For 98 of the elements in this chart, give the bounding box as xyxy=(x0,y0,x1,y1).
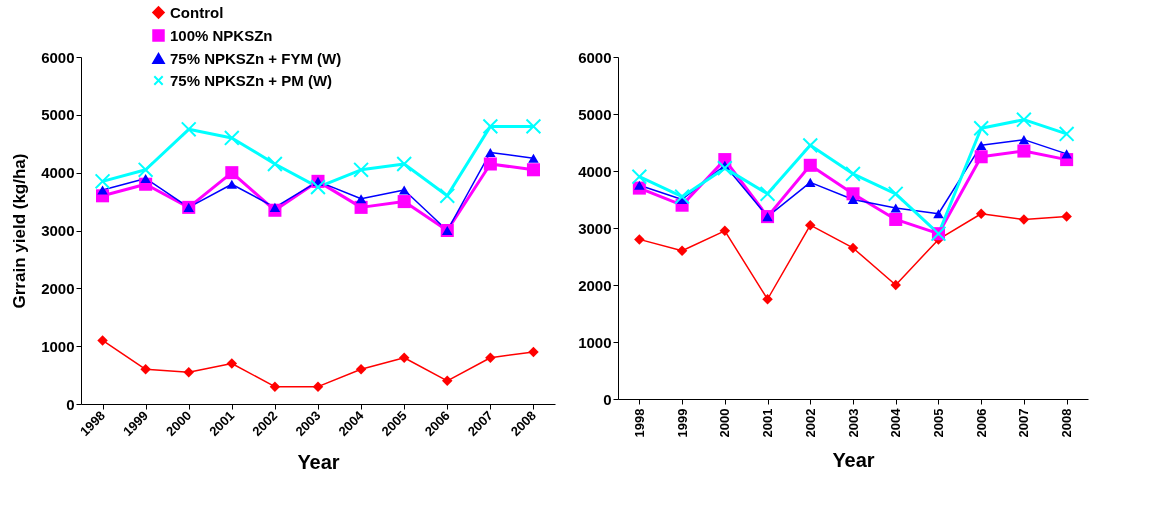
y-tick-label: 3000 xyxy=(578,219,612,237)
y-tick-label: 0 xyxy=(66,395,75,413)
point xyxy=(975,208,987,219)
point xyxy=(397,195,411,209)
x-axis-title: Year xyxy=(297,450,340,473)
point xyxy=(631,168,648,185)
y-tick-label: 1000 xyxy=(41,337,75,355)
point xyxy=(396,156,413,172)
x-tick-label: 2008 xyxy=(1059,408,1075,438)
y-tick-label: 6000 xyxy=(41,48,75,66)
y-tick-label: 4000 xyxy=(41,164,75,182)
point xyxy=(226,358,238,369)
point xyxy=(483,157,497,171)
x-tick-label: 2007 xyxy=(1016,408,1032,438)
point xyxy=(183,366,194,378)
point xyxy=(140,364,151,375)
y-tick-label: 0 xyxy=(603,390,612,408)
point xyxy=(226,179,238,189)
point xyxy=(889,212,903,226)
point xyxy=(398,352,410,363)
legend-label: 75% NPKSZn + FYM (W) xyxy=(170,49,342,67)
point xyxy=(1061,211,1072,222)
point xyxy=(634,180,645,190)
point xyxy=(485,352,496,363)
point xyxy=(355,364,367,375)
point xyxy=(802,137,819,154)
legend-label: 100% NPKSZn xyxy=(170,26,273,44)
point xyxy=(805,177,816,187)
y-tick-label: 1000 xyxy=(578,333,612,351)
point xyxy=(137,161,154,178)
point xyxy=(140,173,151,183)
point xyxy=(973,120,990,137)
point xyxy=(398,185,410,195)
point xyxy=(223,130,240,146)
y-tick-label: 5000 xyxy=(578,105,612,123)
point xyxy=(719,225,731,237)
point xyxy=(97,185,108,195)
point xyxy=(442,375,453,387)
point xyxy=(847,194,859,205)
point xyxy=(528,153,539,163)
point xyxy=(355,194,367,204)
point xyxy=(933,209,944,219)
point xyxy=(975,140,987,150)
point xyxy=(180,121,197,138)
x-tick-label: 2005 xyxy=(930,408,946,438)
point xyxy=(846,187,860,201)
point xyxy=(803,158,817,172)
point xyxy=(526,163,540,177)
point xyxy=(1058,126,1075,142)
point xyxy=(974,150,988,164)
y-axis-title: Grrain yield (kg/ha) xyxy=(10,153,30,309)
x-axis-title: Year xyxy=(832,449,875,472)
point xyxy=(225,166,239,180)
point xyxy=(312,381,324,392)
point xyxy=(485,147,496,157)
point xyxy=(805,219,816,231)
y-tick-label: 5000 xyxy=(41,106,75,124)
point xyxy=(482,118,499,135)
x-tick-label: 2002 xyxy=(802,408,818,438)
point xyxy=(762,294,773,305)
point xyxy=(97,335,108,346)
x-tick-label: 1998 xyxy=(631,408,647,438)
x-tick-label: 2004 xyxy=(888,407,904,438)
point xyxy=(269,202,281,212)
y-tick-label: 4000 xyxy=(578,162,612,180)
point xyxy=(269,381,281,392)
x-tick-label: 2003 xyxy=(845,408,861,438)
point xyxy=(439,187,456,204)
point xyxy=(890,279,901,291)
point xyxy=(94,173,111,190)
point xyxy=(525,118,542,135)
point xyxy=(1015,111,1032,128)
point xyxy=(674,188,691,205)
point xyxy=(310,179,326,196)
point xyxy=(266,156,283,172)
x-tick-label: 2006 xyxy=(973,408,989,438)
legend-label: Control xyxy=(170,3,224,21)
x-tick-label: 1999 xyxy=(674,408,690,438)
point xyxy=(890,203,901,213)
y-tick-label: 3000 xyxy=(41,222,75,239)
x-tick-label: 2000 xyxy=(717,408,733,438)
x-tick-label: 2001 xyxy=(760,408,776,438)
point xyxy=(1018,214,1030,225)
point xyxy=(1017,144,1031,158)
y-tick-label: 6000 xyxy=(578,48,612,66)
point xyxy=(847,242,859,254)
point xyxy=(634,234,645,245)
y-tick-label: 2000 xyxy=(41,279,75,297)
legend-label: 75% NPKSZn + PM (W) xyxy=(170,71,333,89)
y-tick-label: 2000 xyxy=(578,276,612,294)
point xyxy=(887,185,904,202)
point xyxy=(676,245,688,257)
point xyxy=(353,161,370,178)
point xyxy=(759,185,776,202)
point xyxy=(1018,135,1030,145)
point xyxy=(845,165,861,182)
point xyxy=(716,160,733,177)
point xyxy=(528,346,539,358)
